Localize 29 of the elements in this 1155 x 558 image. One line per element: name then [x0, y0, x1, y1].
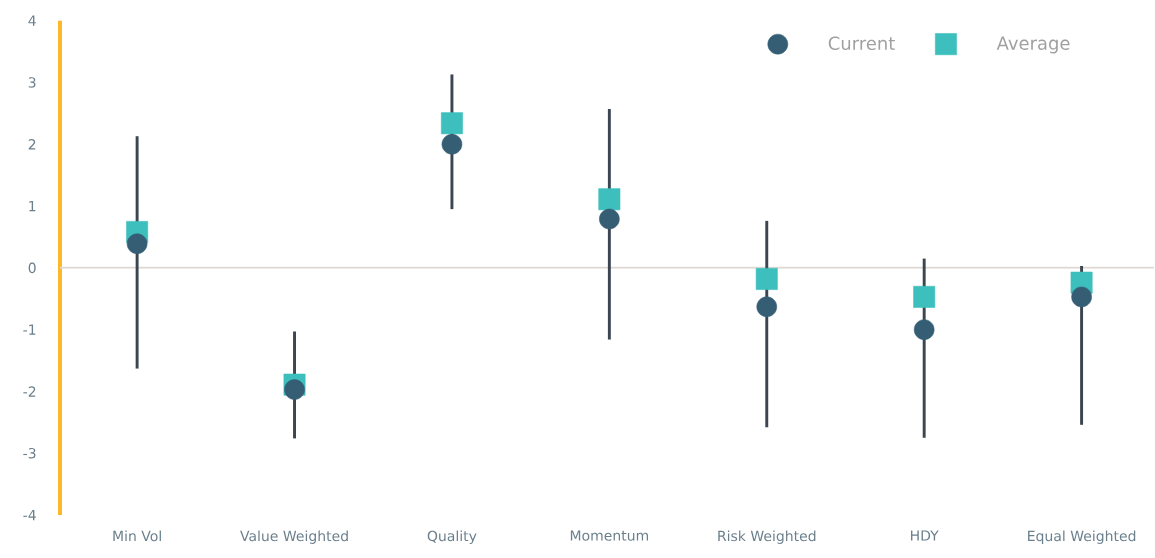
y-tick-label: -4 [23, 510, 36, 521]
point [599, 208, 620, 230]
x-tick-label: Min Vol [113, 530, 161, 542]
x-tick-label: Value Weighted [240, 530, 348, 545]
x-tick-label: Quality [427, 530, 477, 545]
legend-label: Current [828, 36, 895, 51]
point [1071, 286, 1092, 308]
x-tick-label: HDY [911, 530, 939, 541]
y-tick-label: -3 [23, 448, 36, 459]
y-tick-label: 4 [28, 15, 36, 26]
point [126, 233, 148, 255]
point [913, 286, 936, 308]
legend-label: Average [996, 36, 1070, 54]
point [756, 296, 778, 318]
x-tick-label: Momentum [570, 530, 649, 541]
y-tick-label: -2 [23, 386, 36, 397]
point [441, 112, 463, 135]
point [755, 268, 778, 291]
y-tick-label: 0 [28, 262, 36, 274]
y-tick-label: 1 [29, 201, 36, 212]
y-tick-label: 3 [28, 77, 36, 88]
point [598, 188, 621, 211]
point [441, 134, 463, 155]
point [913, 319, 935, 341]
x-tick-label: Equal Weighted [1028, 530, 1136, 545]
x-tick-label: Risk Weighted [718, 530, 816, 545]
y-tick-label: 2 [28, 139, 36, 150]
point [284, 379, 305, 400]
y-tick-label: -1 [23, 324, 36, 335]
